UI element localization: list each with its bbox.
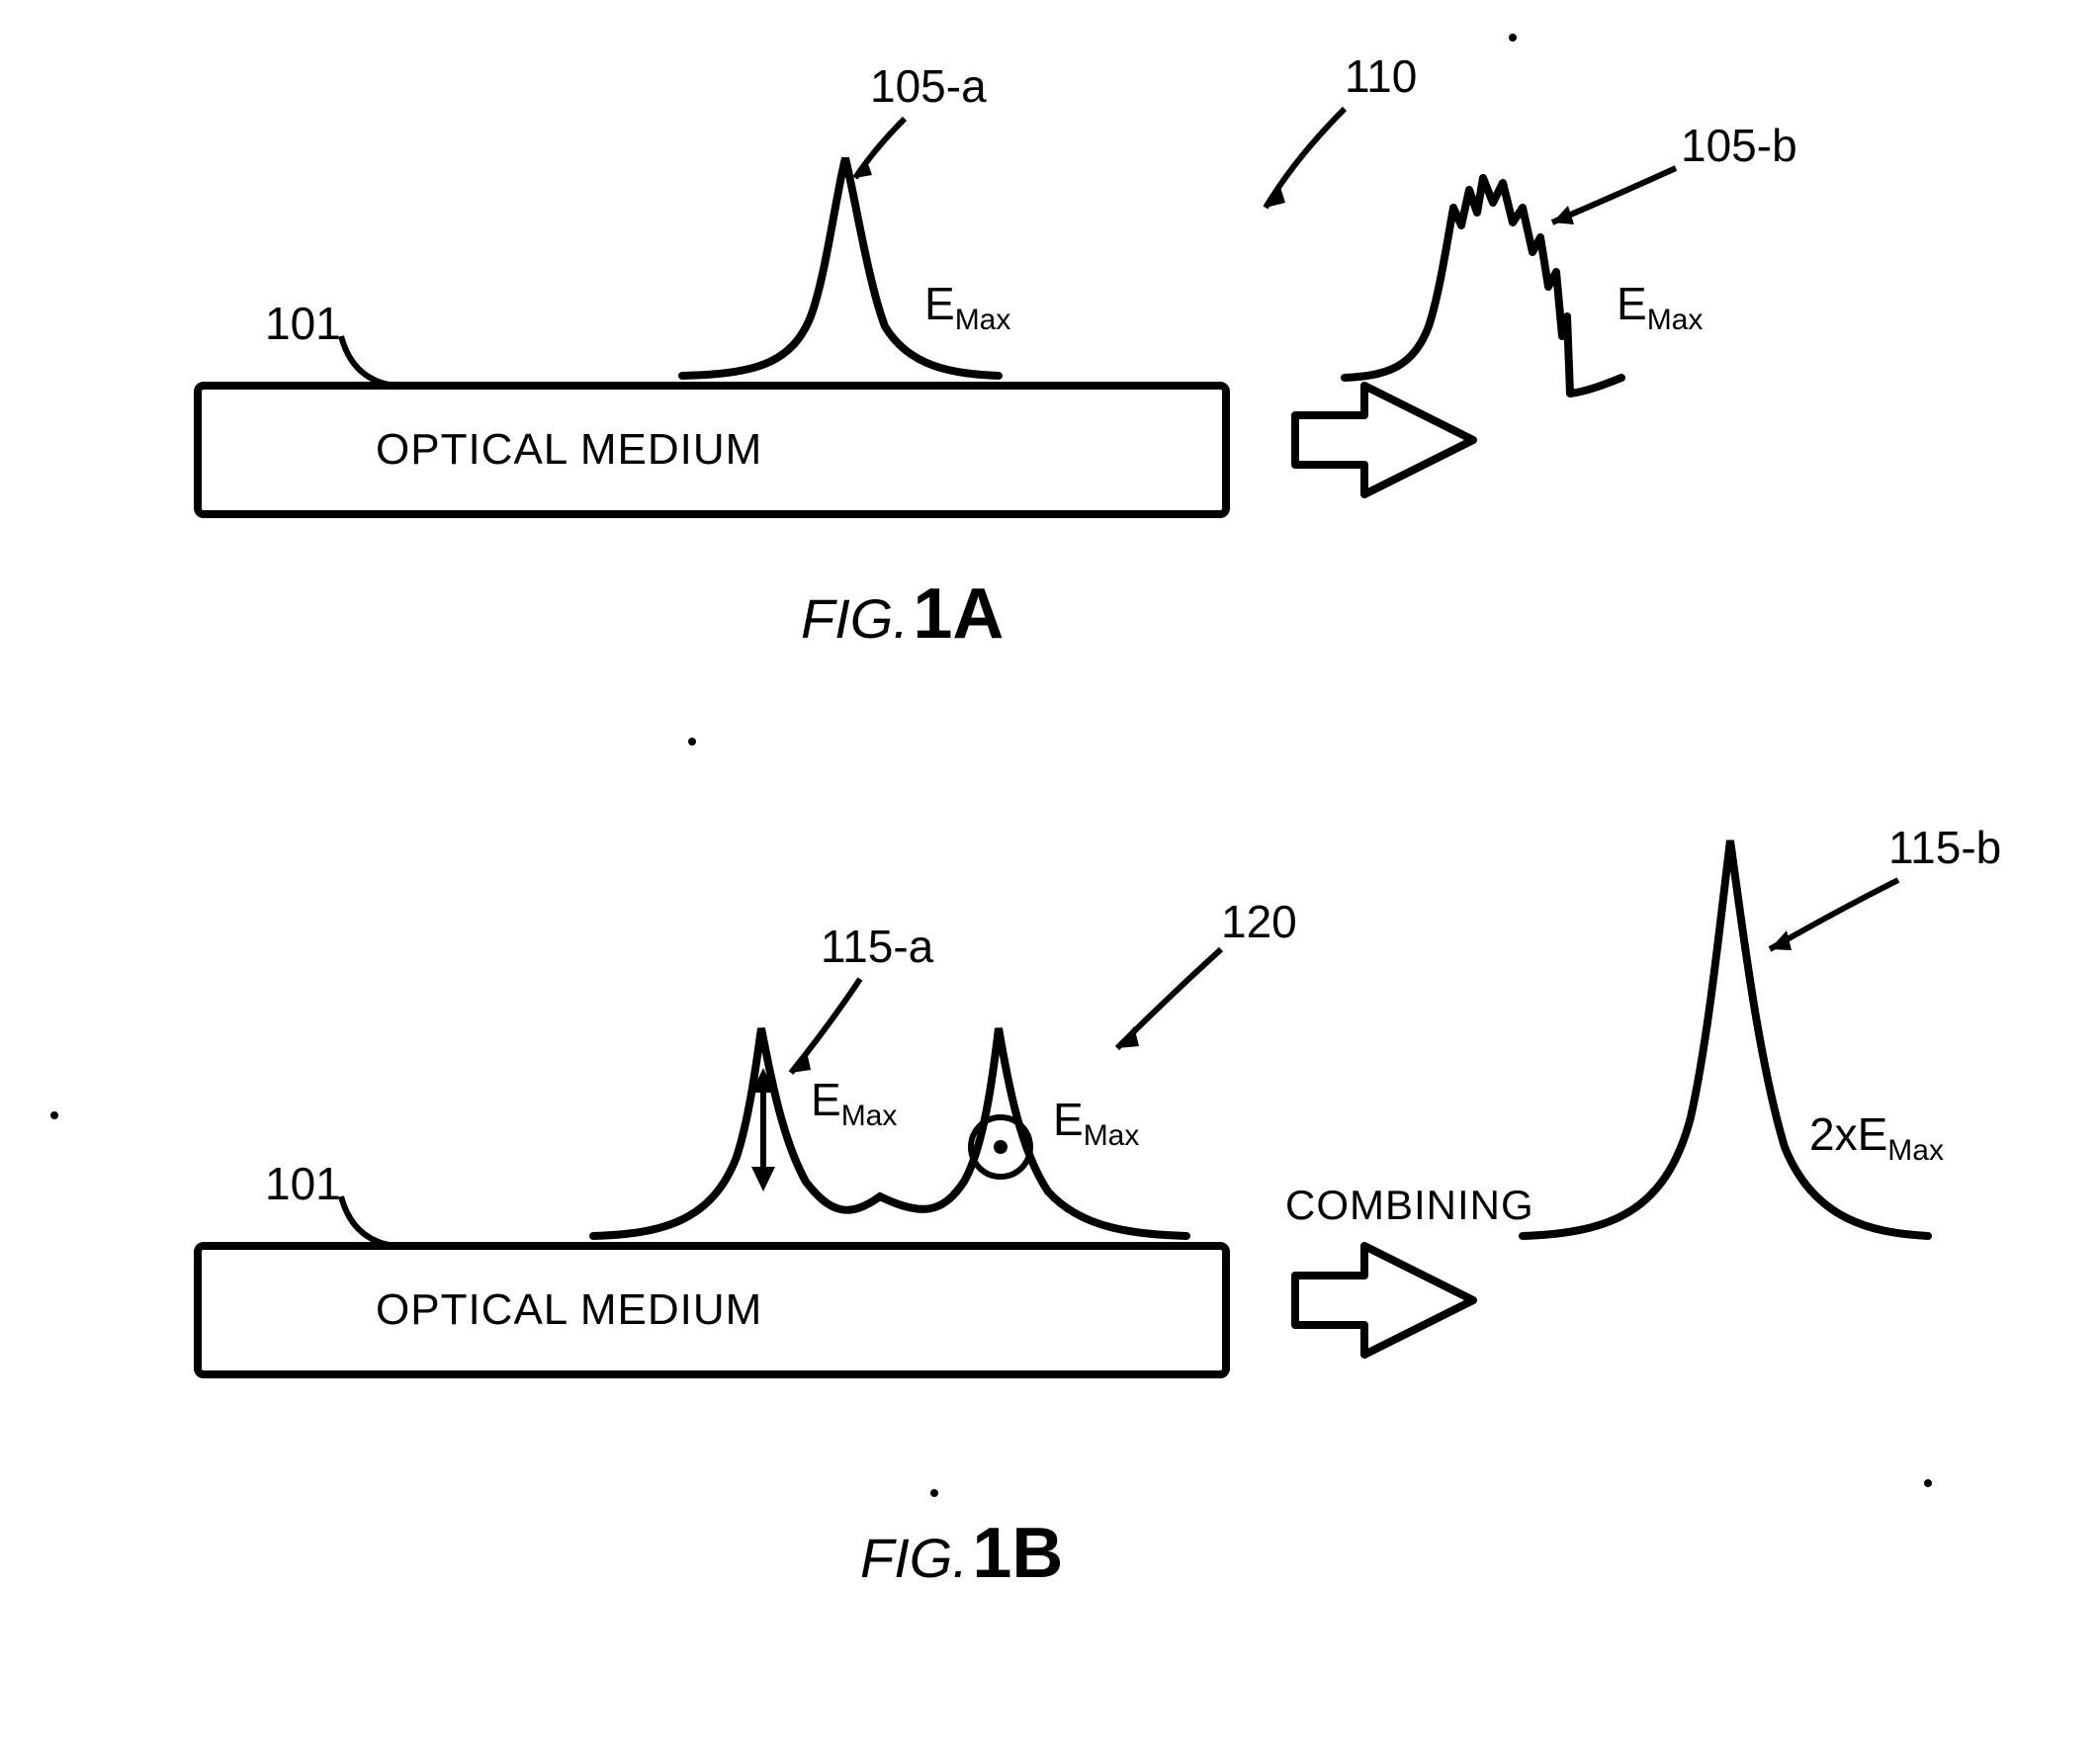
speck <box>1924 1479 1932 1487</box>
pulse-105a <box>682 158 999 376</box>
flow-arrow-a <box>1295 386 1473 494</box>
diagram-canvas <box>0 0 2100 1764</box>
fig-caption-b: FIG. 1B <box>860 1513 1063 1594</box>
fig-caption-a: FIG. 1A <box>801 573 1004 655</box>
emax-label-115b: 2xEMax <box>1809 1107 1944 1168</box>
optical-medium-label-b: OPTICAL MEDIUM <box>376 1285 762 1335</box>
emax-label-115a-1: EMax <box>811 1073 897 1133</box>
ref-105b: 105-b <box>1681 119 1797 172</box>
leader-101-a <box>341 336 395 386</box>
optical-medium-label-a: OPTICAL MEDIUM <box>376 425 762 475</box>
speck <box>688 738 696 746</box>
ref-101-b: 101 <box>265 1157 341 1210</box>
ref-105a: 105-a <box>870 59 987 113</box>
ref-110: 110 <box>1345 49 1417 103</box>
speck <box>50 1111 58 1119</box>
emax-label-115a-2: EMax <box>1053 1093 1139 1153</box>
speck <box>1509 34 1517 42</box>
ref-115a: 115-a <box>821 920 933 973</box>
leader-101-b <box>341 1196 395 1246</box>
emax-label-105b: EMax <box>1617 277 1703 337</box>
ref-115b: 115-b <box>1888 821 2001 874</box>
leader-115b-head <box>1770 930 1792 950</box>
polarization-vert-arrow-head-bot <box>751 1167 775 1191</box>
ref-101-a: 101 <box>265 297 341 350</box>
ref-120: 120 <box>1221 895 1297 948</box>
leader-105b-head <box>1552 206 1574 224</box>
speck <box>930 1489 938 1497</box>
polarization-out-symbol-dot <box>994 1140 1007 1154</box>
flow-arrow-b <box>1295 1246 1473 1355</box>
combining-label: COMBINING <box>1285 1182 1534 1229</box>
leader-115b <box>1770 880 1898 949</box>
emax-label-105a: EMax <box>924 277 1010 337</box>
pulse-115b <box>1523 840 1928 1236</box>
